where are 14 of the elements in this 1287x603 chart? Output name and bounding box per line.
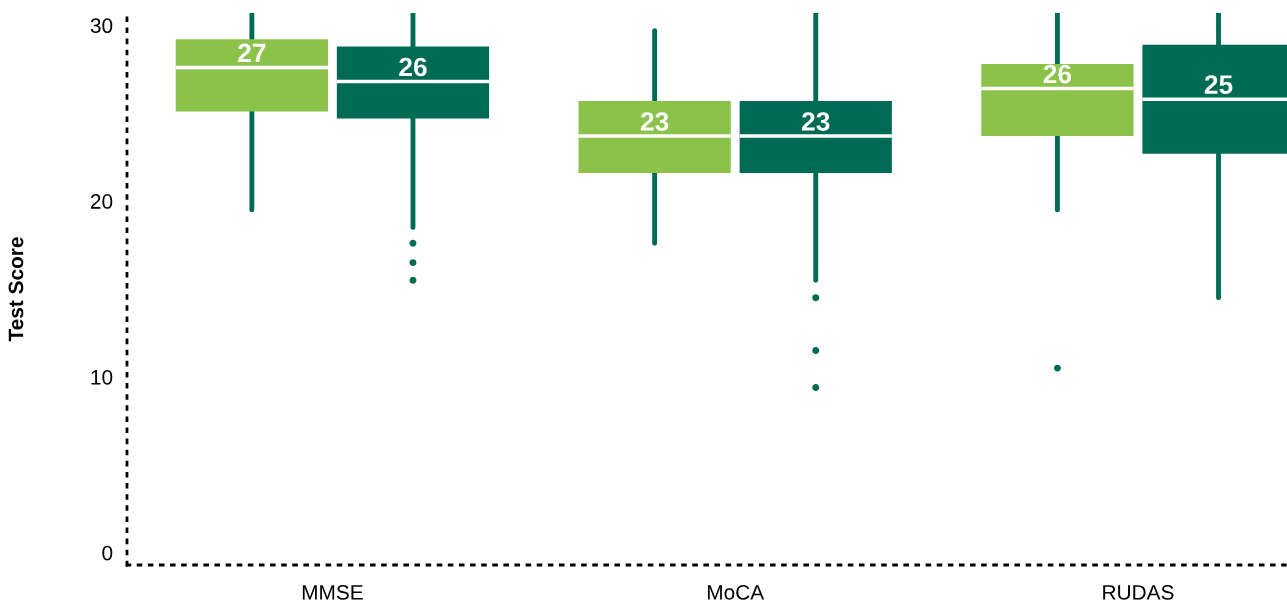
text: 23: [801, 112, 830, 131]
y-tick-label: 20: [90, 194, 113, 209]
y-axis-title: Test Score: [8, 237, 24, 342]
x-tick-label: MMSE: [302, 584, 363, 600]
y-tick-label: 0: [102, 545, 113, 561]
text: 26: [1043, 64, 1072, 84]
x-tick-label: MoCA: [707, 584, 765, 600]
text: 27: [238, 43, 266, 63]
x-tick-label: RUDAS: [1103, 584, 1174, 600]
y-tick-label: 30: [90, 18, 113, 34]
text: 26: [399, 57, 427, 77]
text: 25: [1204, 75, 1233, 94]
y-tick-label: 10: [91, 369, 113, 385]
text: 23: [640, 112, 669, 131]
